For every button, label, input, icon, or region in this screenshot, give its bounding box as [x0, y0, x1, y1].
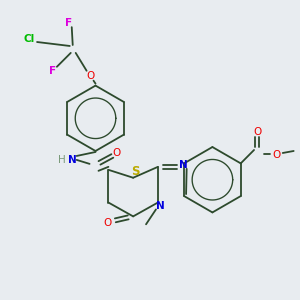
Text: O: O	[103, 218, 112, 228]
Text: O: O	[112, 148, 120, 158]
Text: H: H	[58, 155, 66, 165]
Text: F: F	[65, 18, 72, 28]
Text: O: O	[273, 150, 281, 160]
Text: N: N	[179, 160, 188, 170]
Text: N: N	[155, 202, 164, 212]
Text: S: S	[131, 165, 140, 178]
Text: Cl: Cl	[23, 34, 35, 44]
Text: F: F	[49, 66, 56, 76]
Text: N: N	[68, 155, 77, 165]
Text: O: O	[86, 71, 95, 81]
Text: O: O	[253, 127, 261, 137]
